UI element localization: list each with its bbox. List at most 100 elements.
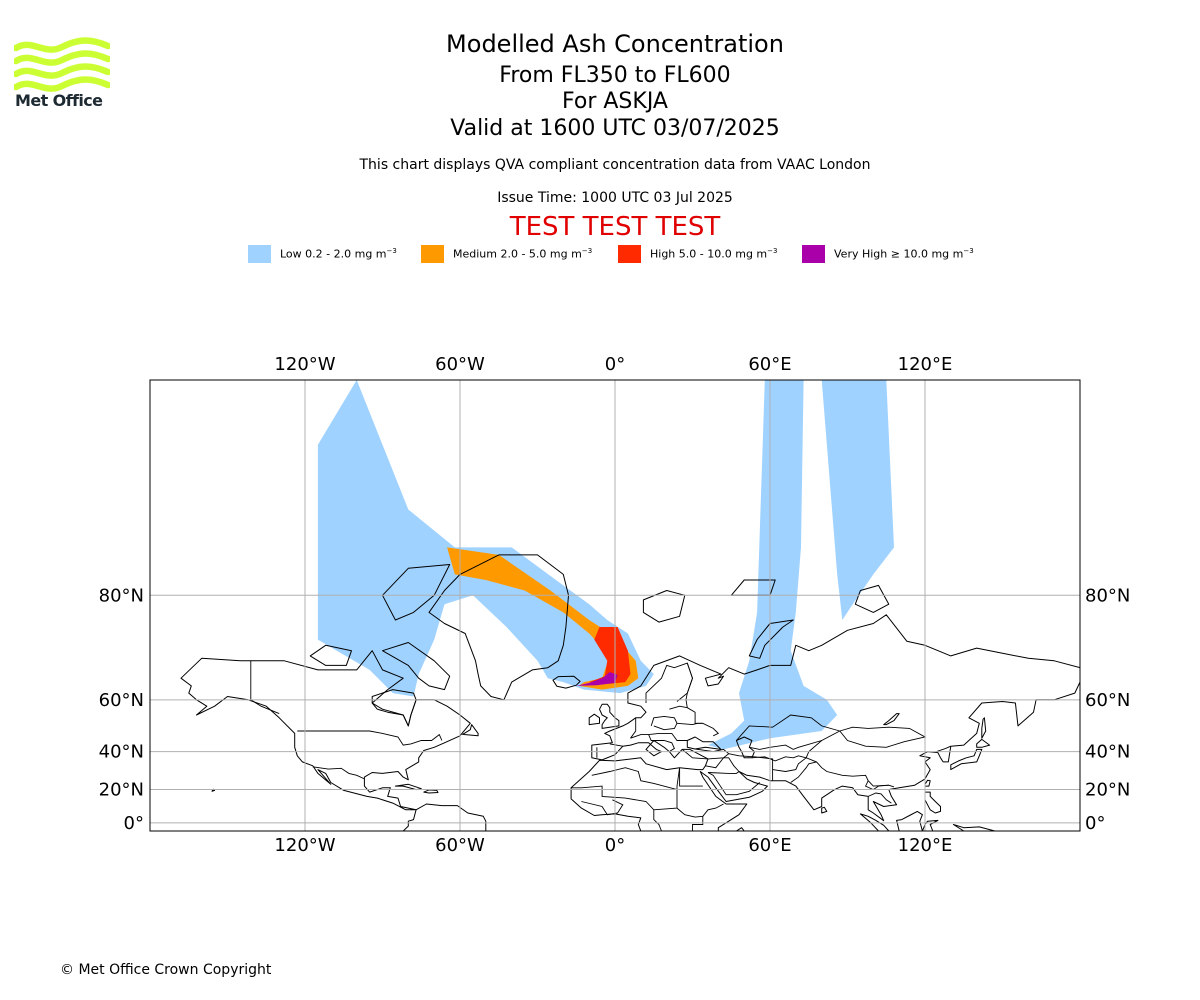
- lat-tick-label-left: 60°N: [99, 690, 144, 711]
- copyright-notice: © Met Office Crown Copyright: [60, 962, 272, 978]
- legend-swatch-very-high: [802, 245, 825, 263]
- coastline-new-guinea: [952, 824, 996, 831]
- lat-tick-label-left: 40°N: [99, 742, 144, 763]
- lat-tick-label-left: 0°: [124, 813, 144, 834]
- border-middle-east: [705, 757, 740, 774]
- lon-tick-label-bottom: 0°: [605, 835, 625, 856]
- axis-tick-labels: 120°W 120°W 60°W 60°W 0° 0° 60°E 60°E 120°E 120°E…: [99, 354, 1131, 856]
- met-office-logo-text: Met Office: [15, 91, 103, 110]
- coastline-victoria-island: [309, 644, 352, 666]
- flight-level-range: From FL350 to FL600: [499, 63, 731, 88]
- border-europe-2: [630, 717, 637, 739]
- lat-tick-label-left: 80°N: [99, 585, 144, 606]
- coastline-madagascar-tip: [735, 827, 745, 831]
- lon-tick-label-top: 60°E: [748, 354, 791, 375]
- legend-label-high: High 5.0 - 10.0 mg m−3: [650, 247, 778, 261]
- coastline-borneo: [896, 810, 923, 831]
- map-frame: [149, 379, 1081, 832]
- lon-tick-label-top: 120°W: [274, 354, 335, 375]
- coastline-caspian-sea: [735, 736, 755, 759]
- coastline-newfoundland: [462, 724, 479, 737]
- test-banner: TEST TEST TEST: [509, 212, 721, 242]
- lat-tick-label-right: 40°N: [1085, 742, 1130, 763]
- border-africa-5: [653, 809, 662, 831]
- lat-tick-label-right: 80°N: [1085, 585, 1130, 606]
- lon-tick-label-bottom: 60°W: [435, 835, 485, 856]
- legend-item-low: Low 0.2 - 2.0 mg m−3: [248, 244, 397, 264]
- border-alaska-canada: [250, 660, 280, 715]
- lon-tick-label-top: 0°: [605, 354, 625, 375]
- border-europe-7: [669, 705, 688, 710]
- lon-tick-label-top: 120°E: [898, 354, 953, 375]
- legend-item-high: High 5.0 - 10.0 mg m−3: [618, 244, 777, 264]
- legend-label-low: Low 0.2 - 2.0 mg m−3: [280, 247, 397, 261]
- chart-description: This chart displays QVA compliant concen…: [359, 157, 871, 173]
- border-us-mexico: [312, 766, 365, 780]
- border-china-west: [805, 730, 895, 788]
- coastline-japan: [950, 748, 983, 771]
- border-afghanistan-pakistan: [772, 757, 807, 772]
- lon-tick-label-top: 60°W: [435, 354, 485, 375]
- coastline-great-britain: [599, 703, 620, 729]
- coastline-novaya-zemlya: [748, 619, 794, 659]
- border-layer: [250, 660, 951, 831]
- logo-wave: [14, 50, 110, 66]
- legend-swatch-low: [248, 245, 271, 263]
- ash-region-very-high: [576, 672, 618, 686]
- logo-waves-icon: [14, 37, 110, 92]
- coastline-lake-baikal: [883, 713, 900, 726]
- logo-wave: [14, 76, 110, 92]
- legend-item-very-high: Very High ≥ 10.0 mg m−3: [802, 244, 974, 264]
- lon-tick-label-bottom: 120°E: [898, 835, 953, 856]
- ash-region-high: [589, 627, 631, 684]
- lon-tick-label-bottom: 60°E: [748, 835, 791, 856]
- legend-item-medium: Medium 2.0 - 5.0 mg m−3: [421, 244, 592, 264]
- volcano-name: For ASKJA: [562, 89, 668, 114]
- legend-label-very-high: Very High ≥ 10.0 mg m−3: [834, 247, 974, 261]
- border-africa-4: [679, 768, 703, 787]
- legend-swatch-high: [618, 245, 641, 263]
- border-europe-8: [645, 662, 693, 703]
- coastline-greenland: [428, 554, 569, 701]
- chart-title: Modelled Ash Concentration: [446, 30, 784, 58]
- border-us-canada: [297, 730, 443, 746]
- coastline-hispaniola: [423, 789, 439, 794]
- lat-tick-label-right: 0°: [1085, 813, 1105, 834]
- border-europe-5: [648, 734, 675, 752]
- border-europe-6: [676, 722, 703, 726]
- coastline-sakhalin: [981, 717, 987, 739]
- border-europe-4: [650, 715, 678, 731]
- coastline-hokkaido: [976, 738, 991, 748]
- coastline-hudson-bay: [371, 689, 417, 727]
- border-africa-7: [692, 816, 704, 831]
- lat-tick-label-left: 20°N: [99, 780, 144, 801]
- border-central-asia: [751, 755, 807, 762]
- border-africa-6: [581, 799, 624, 816]
- border-europe-1: [609, 743, 623, 747]
- border-africa-2: [571, 785, 678, 811]
- coastline-black-sea: [686, 736, 722, 750]
- border-russia-kazakhstan: [736, 714, 840, 741]
- valid-time: Valid at 1600 UTC 03/07/2025: [450, 116, 780, 141]
- coastline-south-america: [402, 803, 487, 831]
- coastline-philippines: [924, 791, 941, 814]
- coastline-iceland: [552, 675, 581, 689]
- legend: Low 0.2 - 2.0 mg m−3 Medium 2.0 - 5.0 mg…: [0, 244, 1200, 264]
- coastline-sumatra: [859, 813, 890, 831]
- lat-tick-label-right: 20°N: [1085, 780, 1130, 801]
- ash-region-low: [821, 380, 894, 620]
- logo-wave: [14, 63, 110, 79]
- lon-tick-label-bottom: 120°W: [274, 835, 335, 856]
- coastline-baffin-island: [382, 642, 451, 691]
- coastline-sri-lanka: [821, 806, 828, 814]
- lat-tick-label-right: 60°N: [1085, 690, 1130, 711]
- gridlines: [150, 380, 1080, 831]
- coastline-ireland: [588, 713, 600, 726]
- legend-swatch-medium: [421, 245, 444, 263]
- border-iran: [728, 753, 774, 781]
- border-europe-3: [630, 732, 688, 741]
- border-korea: [936, 745, 951, 753]
- legend-label-medium: Medium 2.0 - 5.0 mg m−3: [453, 247, 593, 261]
- border-kazakhstan-south: [749, 740, 822, 750]
